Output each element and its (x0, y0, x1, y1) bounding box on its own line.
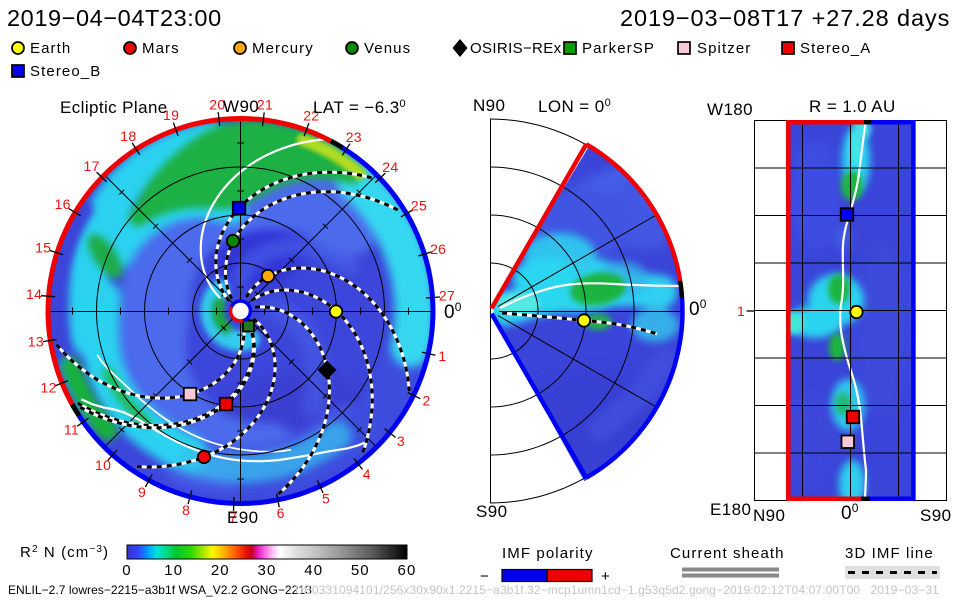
svg-text:3D IMF line: 3D IMF line (845, 545, 934, 562)
svg-text:10: 10 (164, 562, 183, 579)
svg-text:S90: S90 (920, 506, 951, 525)
svg-text:24: 24 (382, 159, 398, 175)
svg-text:15: 15 (35, 239, 51, 255)
svg-text:10: 10 (95, 457, 111, 473)
svg-text:S90: S90 (476, 502, 507, 521)
svg-text:OSIRIS−REx: OSIRIS−REx (470, 40, 562, 57)
svg-text:50: 50 (351, 562, 370, 579)
svg-text:22: 22 (303, 108, 319, 124)
svg-text:5: 5 (322, 491, 330, 507)
svg-text:27: 27 (439, 288, 455, 304)
svg-text:12: 12 (41, 380, 57, 396)
svg-text:Earth: Earth (30, 40, 71, 57)
svg-text:25: 25 (411, 197, 427, 213)
svg-text:Venus: Venus (364, 40, 411, 57)
svg-text:6: 6 (277, 505, 285, 521)
svg-text:N90: N90 (473, 96, 505, 115)
svg-text:Stereo_A: Stereo_A (800, 40, 871, 57)
svg-text:−: − (480, 568, 490, 585)
svg-text:1: 1 (438, 348, 446, 364)
svg-text:13: 13 (28, 334, 44, 350)
svg-text:2019−03−08T17 +27.28 days: 2019−03−08T17 +27.28 days (620, 5, 950, 31)
svg-text:40: 40 (304, 562, 323, 579)
svg-text:3: 3 (397, 433, 405, 449)
svg-text:N90: N90 (753, 506, 785, 525)
svg-text:19: 19 (163, 107, 179, 123)
svg-text:0: 0 (122, 562, 131, 579)
svg-text:17: 17 (84, 158, 100, 174)
svg-text:Mercury: Mercury (252, 40, 314, 57)
svg-text:Mars: Mars (142, 40, 180, 57)
svg-text:9: 9 (138, 484, 146, 500)
svg-text:LON = 00: LON = 00 (538, 97, 611, 116)
svg-text:R = 1.0 AU: R = 1.0 AU (809, 97, 896, 116)
svg-text:21: 21 (257, 97, 273, 113)
svg-text:LAT = −6.30: LAT = −6.30 (313, 98, 406, 117)
svg-text:14: 14 (26, 286, 42, 302)
svg-text:Ecliptic Plane: Ecliptic Plane (60, 98, 168, 117)
svg-text:16: 16 (55, 196, 71, 212)
svg-text:4: 4 (363, 466, 371, 482)
svg-text:+: + (601, 568, 611, 585)
svg-text:IMF polarity: IMF polarity (502, 545, 594, 562)
svg-text:W180: W180 (707, 100, 753, 119)
svg-text:30: 30 (258, 562, 277, 579)
svg-text:2019−04−04T23:00: 2019−04−04T23:00 (7, 5, 222, 31)
svg-text:7: 7 (229, 509, 237, 525)
svg-text:20: 20 (209, 96, 225, 112)
svg-text:UE0331094101/256x30x90x1.2215−: UE0331094101/256x30x90x1.2215−a3b1f.32−m… (295, 583, 939, 597)
svg-text:1: 1 (737, 303, 745, 319)
svg-text:60: 60 (398, 562, 417, 579)
svg-text:Spitzer: Spitzer (697, 40, 751, 57)
svg-text:2: 2 (423, 393, 431, 409)
svg-text:R2 N (cm−3): R2 N (cm−3) (20, 544, 109, 561)
svg-text:18: 18 (120, 128, 136, 144)
svg-text:ParkerSP: ParkerSP (582, 40, 655, 57)
svg-text:26: 26 (430, 241, 446, 257)
svg-text:Stereo_B: Stereo_B (30, 63, 101, 80)
svg-text:11: 11 (64, 421, 79, 437)
svg-text:W90: W90 (223, 97, 259, 116)
svg-text:E180: E180 (710, 500, 751, 519)
svg-text:E90: E90 (227, 508, 258, 527)
svg-text:8: 8 (182, 502, 190, 518)
svg-text:23: 23 (346, 129, 362, 145)
svg-text:ENLIL−2.7 lowres−2215−a3b1f WS: ENLIL−2.7 lowres−2215−a3b1f WSA_V2.2 GON… (8, 583, 312, 597)
svg-text:20: 20 (211, 562, 230, 579)
svg-text:Current sheath: Current sheath (670, 545, 785, 562)
